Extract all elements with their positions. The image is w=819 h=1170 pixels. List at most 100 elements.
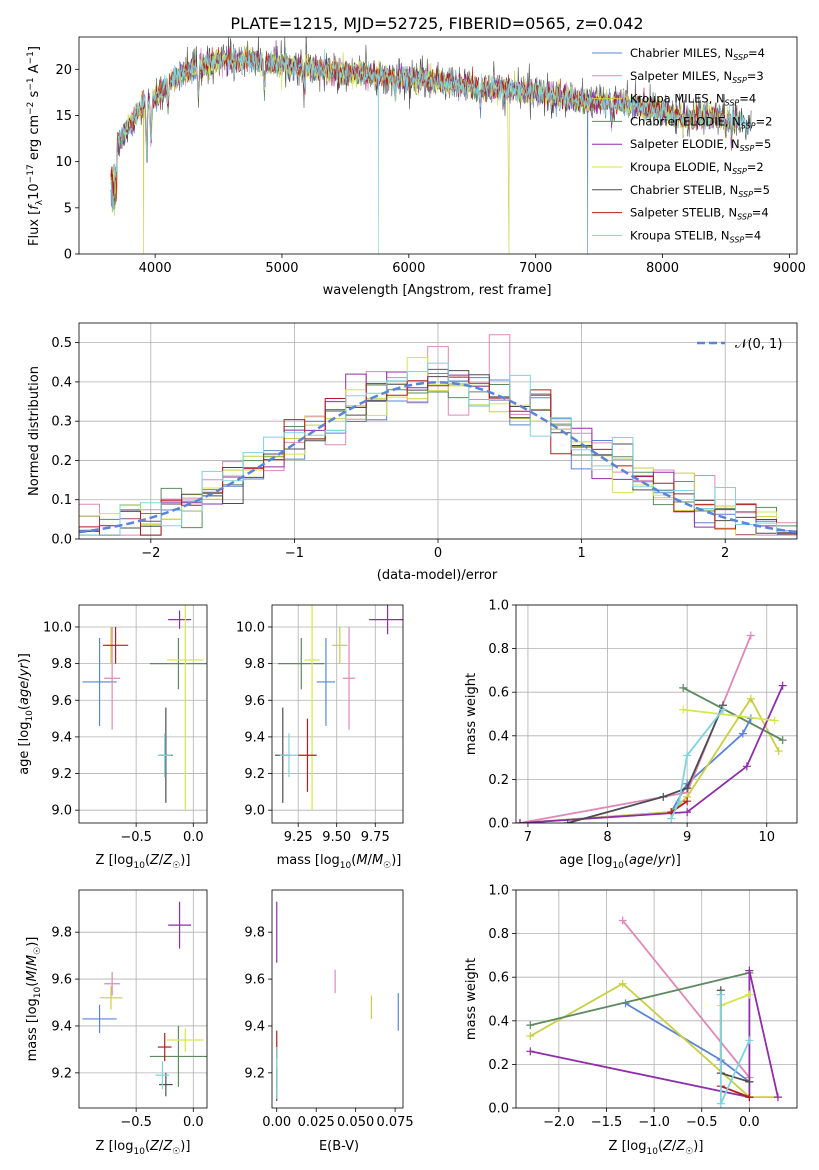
axes-frame: [271, 889, 404, 1109]
y-tick-label: 9.0: [51, 804, 72, 819]
figure-title: PLATE=1215, MJD=52725, FIBERID=0565, z=0…: [230, 14, 643, 33]
x-tick-label: 2: [721, 546, 729, 561]
x-tick-label: 0: [434, 546, 442, 561]
x-tick-label: −0.5: [686, 1115, 718, 1130]
x-tick-label: 0.0: [739, 1115, 760, 1130]
data-marker: [516, 819, 524, 823]
y-tick-label: 9.8: [244, 926, 265, 941]
x-tick-label: −0.5: [120, 830, 152, 845]
y-axis-label: Flux [fλ10−17 erg cm−2 s−1 A−1]: [26, 46, 45, 246]
x-axis-label: (data-model)/error: [377, 568, 498, 583]
legend-label: Chabrier STELIB, NSSP=5: [630, 183, 770, 199]
data-marker: [716, 1099, 725, 1108]
plot-area: [110, 37, 752, 254]
y-tick-label: 0.6: [488, 686, 509, 701]
y-tick-label: 9.4: [51, 1019, 72, 1034]
weight-line-8: [720, 1085, 750, 1098]
weight-line-5: [519, 685, 784, 823]
panel-spectrum: 4000 5000 6000 7000 8000 9000 0 5 10 15 20 Flux [fλ…: [26, 36, 806, 298]
panel-age-vs-Z: −0.5 0.0 9.0 9.2 9.4 9.6 9.8 10.0 Z [log10(Z/Z☉)…: [17, 604, 208, 871]
x-axis-label: Z [log10(Z/Z☉)]: [96, 853, 191, 871]
y-tick-label: 9.2: [51, 767, 72, 782]
x-tick-label: 4000: [139, 261, 172, 276]
data-marker: [745, 1077, 754, 1086]
data-marker: [770, 716, 779, 725]
histogram-4: [79, 384, 797, 539]
histogram-8: [79, 376, 797, 539]
data-marker: [716, 990, 725, 999]
weight-line-1: [519, 717, 752, 823]
x-tick-label: 9.75: [361, 830, 390, 845]
y-axis-label: mass weight: [464, 673, 479, 755]
data-marker: [718, 705, 727, 714]
plot-area: [82, 605, 207, 811]
y-tick-label: 9.8: [51, 926, 72, 941]
plot-area: [79, 334, 797, 539]
weight-line-5: [530, 970, 779, 1099]
x-tick-label: 0.0: [183, 1115, 204, 1130]
y-tick-label: 0.0: [51, 533, 72, 548]
y-tick-label: 20: [55, 63, 72, 78]
y-tick-label: 0.5: [51, 336, 72, 351]
y-tick-label: 10.0: [43, 620, 72, 635]
data-marker: [563, 819, 572, 823]
x-tick-label: 1: [577, 546, 585, 561]
weight-line-3: [529, 982, 778, 1098]
x-tick-label: 7: [524, 830, 532, 845]
y-tick-label: 9.8: [51, 657, 72, 672]
data-marker: [659, 792, 668, 801]
data-marker: [683, 808, 692, 817]
x-tick-label: −2: [141, 546, 160, 561]
data-marker: [745, 1036, 754, 1045]
data-marker: [679, 705, 688, 714]
legend-label: Chabrier MILES, NSSP=4: [630, 46, 765, 62]
y-tick-label: 0.2: [51, 454, 72, 469]
y-tick-label: 0.4: [488, 1014, 509, 1029]
y-tick-label: 0.2: [488, 773, 509, 788]
data-marker: [742, 762, 751, 771]
x-tick-label: 5000: [265, 261, 298, 276]
y-axis-label: Normed distribution: [27, 366, 42, 496]
y-tick-label: 0: [64, 248, 72, 263]
y-tick-label: 9.4: [244, 730, 265, 745]
x-tick-label: −2.0: [543, 1115, 575, 1130]
data-marker: [738, 729, 747, 738]
spectrum-line-9: [110, 47, 752, 254]
panel-mass-vs-Z: −0.5 0.0 9.2 9.4 9.6 9.8 Z [log10(Z/Z☉)] mass […: [25, 889, 208, 1157]
data-marker: [618, 916, 627, 925]
y-tick-label: 15: [55, 109, 72, 124]
plot-area: [526, 916, 782, 1108]
y-tick-label: 10.0: [236, 620, 265, 635]
axes-frame: [515, 889, 798, 1109]
axes-frame: [78, 604, 208, 824]
x-tick-label: −1.0: [638, 1115, 670, 1130]
legend-label: Kroupa STELIB, NSSP=4: [630, 228, 761, 244]
x-tick-label: 9.25: [284, 830, 313, 845]
data-marker: [745, 966, 754, 975]
y-tick-label: 9.6: [51, 973, 72, 988]
legend-label: Salpeter MILES, NSSP=3: [630, 69, 764, 85]
x-tick-label: 7000: [519, 261, 552, 276]
weight-line-6: [720, 993, 750, 1007]
y-tick-label: 0.3: [51, 415, 72, 430]
y-tick-label: 10: [55, 155, 72, 170]
axes-frame: [78, 322, 798, 540]
legend: Chabrier MILES, NSSP=4 Salpeter MILES, NS…: [592, 46, 772, 244]
x-tick-label: 0.050: [337, 1115, 374, 1130]
panel-age-vs-mass: 9.25 9.50 9.75 9.0 9.2 9.4 9.6 9.8 10.0 mass [log…: [236, 604, 404, 871]
x-axis-label: mass [log10(M/M☉)]: [277, 853, 402, 871]
y-tick-label: 9.2: [51, 1066, 72, 1081]
y-tick-label: 0.4: [51, 375, 72, 390]
y-tick-label: 0.0: [488, 1102, 509, 1117]
x-tick-label: 10: [758, 830, 775, 845]
panel-mass-weight-vs-age: 7 8 9 10 0.0 0.2 0.4 0.6 0.8 1.0 age [log10(age/yr…: [464, 599, 798, 871]
y-tick-label: 9.0: [244, 804, 265, 819]
panel-residual-histograms: −2 −1 0 1 2 0.0 0.1 0.2 0.3 0.4 0.5 𝒩(0, 1) (data-mo…: [27, 322, 798, 583]
data-marker: [746, 631, 755, 640]
axes-frame: [78, 889, 208, 1109]
x-axis-label: wavelength [Angstrom, rest frame]: [323, 283, 552, 298]
histogram-7: [79, 370, 797, 539]
data-marker: [675, 797, 684, 806]
spectrum-line-8: [110, 46, 739, 209]
x-axis-label: E(B-V): [319, 1139, 359, 1154]
